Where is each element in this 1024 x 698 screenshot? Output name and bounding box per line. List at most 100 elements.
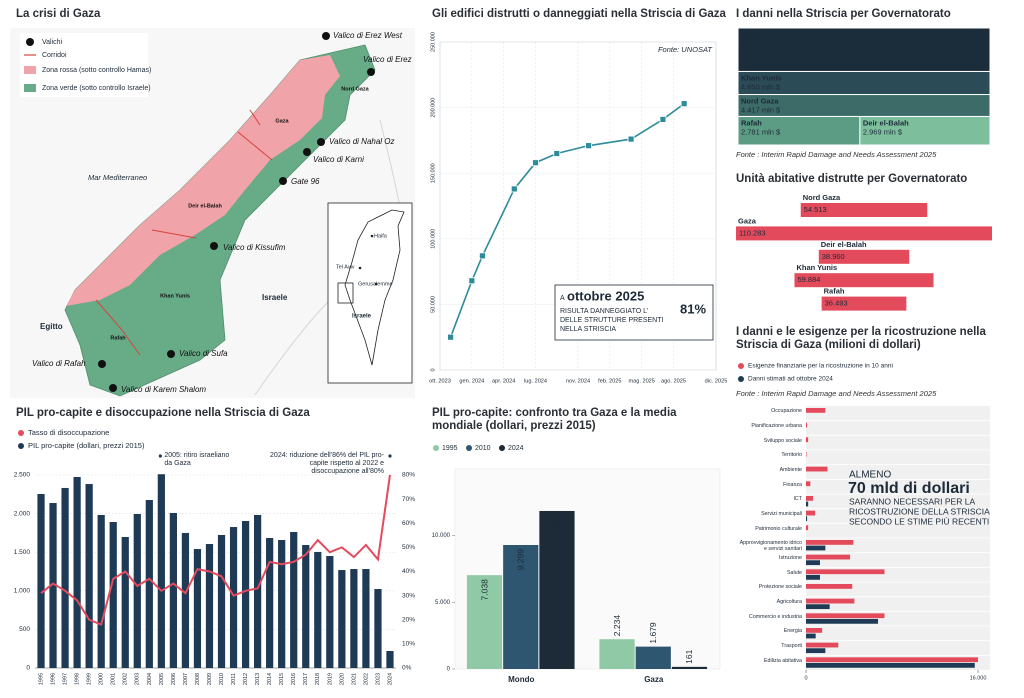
bar	[806, 437, 809, 443]
inset-label: Haifa	[374, 233, 388, 239]
x-tick-label: Gaza	[644, 675, 664, 684]
bar	[806, 633, 816, 639]
category-label: Deir el-Balah	[821, 240, 867, 249]
legend-marker	[18, 430, 24, 436]
x-tick-label: lug. 2024	[524, 378, 547, 384]
bar	[539, 510, 575, 669]
y2-tick-label: 30%	[402, 592, 415, 599]
y2-tick-label: 10%	[402, 641, 415, 648]
bar	[806, 598, 855, 604]
map-label: Valico di Erez West	[333, 31, 403, 40]
map-label: Valico di Karem Shalom	[121, 385, 206, 394]
data-point	[659, 116, 667, 123]
x-tick-label: 2016	[291, 673, 297, 685]
value-label: 38.960	[822, 252, 845, 261]
y-tick-label: 100.000	[430, 229, 436, 249]
bar	[503, 545, 539, 669]
bar	[217, 534, 226, 668]
x-tick-label: 2010	[219, 673, 225, 685]
value-label: 161	[684, 649, 694, 663]
y2-tick-label: 20%	[402, 616, 415, 623]
x-tick-label: 2022	[363, 673, 369, 685]
x-tick-label: 16.000	[970, 675, 987, 681]
bar	[806, 657, 978, 663]
cell-label: Nord Gaza	[741, 97, 779, 106]
map-label: Valico di Nahal Oz	[329, 137, 395, 146]
crossing-icons	[98, 32, 375, 392]
value-label: 59.884	[797, 275, 820, 284]
annotation-marker	[158, 454, 162, 458]
map-label: Valico di Kissufim	[223, 243, 286, 252]
y2-tick-label: 70%	[402, 496, 415, 503]
x-tick-label: 2019	[327, 673, 333, 685]
x-tick-label: 1999	[87, 673, 93, 685]
x-tick-label: 2011	[231, 673, 237, 685]
x-tick-label: 2006	[171, 673, 177, 685]
bar	[806, 452, 807, 457]
x-tick-label: 2023	[375, 673, 381, 685]
map-label: Valico di Karni	[313, 155, 364, 164]
value-label: 2.234	[612, 615, 622, 637]
data-point	[627, 135, 635, 143]
bar	[806, 569, 885, 575]
bar	[806, 525, 809, 531]
legend-label: 2024	[508, 445, 524, 452]
bar	[266, 537, 274, 668]
value-label: 36.493	[825, 299, 848, 308]
annotation-marker	[388, 454, 392, 458]
corridor	[95, 109, 273, 356]
crossing-icon	[303, 148, 311, 156]
red-zone	[66, 55, 340, 306]
x-tick-label: 2004	[147, 673, 153, 685]
x-tick-label: 2005	[159, 673, 165, 685]
bar	[806, 510, 816, 516]
bar	[806, 560, 820, 566]
crossing-icon	[98, 360, 106, 368]
category-label: Rafah	[824, 287, 845, 296]
inset-label: Gerusalemme	[358, 281, 393, 287]
map: Valichi Corridoi Zona rossa (sotto contr…	[10, 28, 415, 398]
bar	[806, 642, 839, 648]
x-tick-label: 2007	[183, 673, 189, 685]
value-label: 9.299	[516, 549, 526, 571]
x-tick-label: gen. 2024	[459, 378, 484, 384]
bar	[85, 484, 93, 668]
annotation: RISULTA DANNEGGIATO L'	[560, 308, 648, 315]
annotation: RICOSTRUZIONE DELLA STRISCIA	[849, 506, 990, 516]
x-tick-label: nov. 2024	[566, 378, 590, 384]
crossing-icon	[26, 38, 34, 46]
bar	[806, 501, 809, 507]
map-legend	[20, 33, 148, 97]
legend-marker	[466, 445, 472, 451]
crossing-icon	[167, 350, 175, 358]
value-label: 11.852	[552, 515, 562, 541]
zone-label: Rafah	[110, 335, 126, 341]
data-point	[468, 277, 476, 285]
bar	[121, 536, 129, 668]
bar	[374, 589, 382, 668]
city-dot	[358, 266, 362, 270]
value-label: 7.038	[479, 579, 489, 601]
annotation-box	[554, 284, 714, 341]
data-point	[479, 252, 486, 260]
bar	[338, 570, 346, 668]
bar	[736, 226, 992, 241]
cell-label: Rafah	[741, 118, 762, 127]
map-legend-label: Corridoi	[42, 52, 67, 59]
y-tick-label: 200.000	[430, 98, 436, 118]
x-tick-label: 1997	[63, 673, 69, 685]
data-point	[447, 333, 455, 341]
inset-focus	[337, 282, 354, 304]
bar	[254, 514, 262, 668]
x-tick-label: mag. 2025	[628, 378, 654, 384]
x-tick-label: 2024	[387, 673, 393, 685]
y-tick-label: 1.500	[14, 549, 31, 556]
crossing-icon	[367, 68, 375, 76]
category-label: Khan Yunis	[796, 263, 837, 272]
sea-label: Mar Mediterraneo	[88, 173, 147, 182]
annotation: NELLA STRISCIA	[560, 326, 616, 333]
bar	[671, 666, 708, 669]
x-tick-label: dic. 2025	[705, 378, 728, 384]
y-tick-label: 1.000	[14, 588, 31, 595]
bar	[37, 493, 45, 668]
